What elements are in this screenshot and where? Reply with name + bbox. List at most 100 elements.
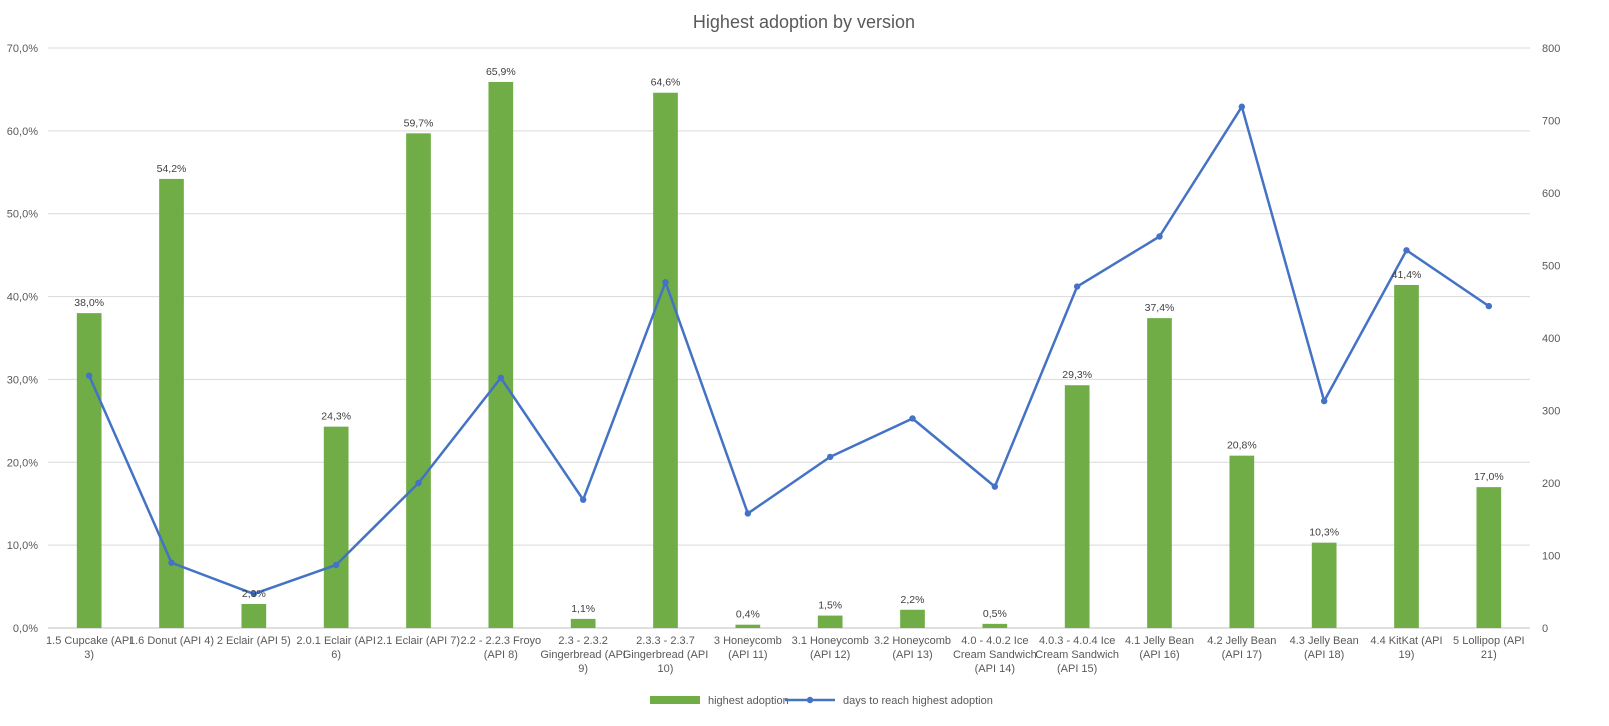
line-path (88, 105, 1490, 596)
category-label-line: (API 15) (1057, 663, 1097, 675)
bar (735, 624, 761, 628)
line-point (250, 590, 258, 598)
category-label: 1.5 Cupcake (API 3) (46, 635, 132, 661)
bar (570, 618, 596, 628)
category-label-line: 19) (1399, 649, 1415, 661)
left-tick-label: 50,0% (7, 209, 38, 221)
right-tick-label: 800 (1542, 43, 1560, 55)
right-tick-label: 0 (1542, 623, 1548, 635)
bar (1147, 318, 1172, 628)
bar-data-label: 20,8% (1227, 440, 1257, 452)
line-point (909, 415, 916, 422)
bar (1394, 284, 1419, 628)
category-label-line: 4.3 Jelly Bean (1290, 635, 1359, 647)
category-label-line: Gingerbread (API (540, 649, 626, 661)
bar-data-label: 38,0% (74, 297, 104, 309)
right-axis: 0 100 200 300 400 500 600 700 800 (1542, 43, 1560, 635)
category-label-line: 1.5 Cupcake (API (46, 635, 132, 647)
category-label: 2.0.1 Eclair (API 6) (296, 635, 375, 661)
category-label-line: 3.2 Honeycomb (874, 635, 951, 647)
bar (76, 313, 102, 628)
bar (817, 615, 843, 628)
legend-bar-swatch (650, 696, 700, 704)
line-point (991, 483, 999, 490)
bar-data-label: 17,0% (1474, 471, 1504, 483)
line-point (332, 561, 340, 569)
left-tick-label: 20,0% (7, 457, 38, 469)
right-tick-label: 100 (1542, 551, 1560, 563)
line-point (1156, 233, 1163, 240)
legend-bar-label: highest adoption (708, 695, 789, 707)
bar (900, 609, 925, 628)
category-label-line: 4.0 - 4.0.2 Ice (961, 635, 1028, 647)
category-label-line: Gingerbread (API (623, 649, 709, 661)
bar (488, 81, 514, 628)
category-label: 5 Lollipop (API 21) (1453, 635, 1525, 661)
category-label-line: (API 17) (1222, 649, 1262, 661)
bar-data-label: 0,4% (736, 609, 760, 621)
legend-line-marker (806, 696, 814, 704)
category-label-line: (API 18) (1304, 649, 1344, 661)
category-label-line: (API 14) (975, 663, 1015, 675)
line-point (826, 453, 834, 461)
category-label-line: (API 16) (1139, 649, 1179, 661)
line-point (1073, 283, 1081, 290)
bar (1064, 385, 1090, 628)
left-tick-label: 40,0% (7, 292, 38, 304)
category-label-line: Cream Sandwich (953, 649, 1037, 661)
category-label: 3 Honeycomb (API 11) (714, 635, 782, 661)
line-point (415, 479, 422, 487)
category-label-line: (API 12) (810, 649, 850, 661)
line-point (1320, 397, 1328, 405)
bar-data-label: 1,1% (571, 603, 595, 615)
bar-data-label: 29,3% (1062, 369, 1092, 381)
left-tick-label: 10,0% (7, 540, 38, 552)
bar-data-label: 24,3% (321, 411, 351, 423)
line-point (1238, 103, 1246, 110)
category-label-line: Cream Sandwich (1035, 649, 1119, 661)
category-label-line: 6) (331, 649, 341, 661)
right-tick-label: 200 (1542, 478, 1560, 490)
category-label-line: (API 8) (484, 649, 518, 661)
category-label-line: 3 Honeycomb (714, 635, 782, 647)
category-label-line: 4.4 KitKat (API (1370, 635, 1442, 647)
line-point (168, 559, 175, 566)
left-axis: 0,0% 10,0% 20,0% 30,0% 40,0% 50,0% 60,0% 70,0% (7, 43, 38, 635)
category-label: 3.2 Honeycomb (API 13) (874, 635, 951, 661)
category-label-line: 3.1 Honeycomb (792, 635, 869, 647)
category-label-line: 2.3.3 - 2.3.7 (636, 635, 695, 647)
category-label-line: 2.3 - 2.3.2 (558, 635, 608, 647)
left-tick-label: 0,0% (13, 623, 38, 635)
category-label-line: 4.1 Jelly Bean (1125, 635, 1194, 647)
line-point (1485, 302, 1493, 310)
bar-data-label: 37,4% (1145, 302, 1175, 314)
bar-data-label: 54,2% (157, 163, 187, 175)
category-label-line: 4.2 Jelly Bean (1207, 635, 1276, 647)
bar (406, 133, 431, 629)
category-label-line: 1.6 Donut (API 4) (129, 635, 214, 647)
right-tick-label: 500 (1542, 261, 1560, 273)
category-label-line: 2.2 - 2.2.3 Froyo (460, 635, 541, 647)
bar (323, 426, 349, 628)
bar-data-label: 65,9% (486, 66, 516, 78)
bar (1229, 455, 1255, 628)
chart-title: Highest adoption by version (693, 12, 915, 32)
bar-data-label: 59,7% (404, 117, 434, 129)
line-point (579, 496, 587, 503)
right-tick-label: 400 (1542, 333, 1560, 345)
left-tick-label: 70,0% (7, 43, 38, 55)
bar (982, 623, 1008, 628)
bar-data-label: 64,6% (651, 77, 681, 89)
category-label-line: 9) (578, 663, 588, 675)
category-label-line: 2.1 Eclair (API 7) (377, 635, 460, 647)
line-point (662, 278, 669, 286)
bar (1476, 487, 1502, 628)
category-label-line: 3) (84, 649, 94, 661)
bar (1311, 542, 1337, 628)
category-label: 2.1 Eclair (API 7) (377, 635, 460, 647)
bar (653, 92, 678, 628)
category-label: 4.4 KitKat (API 19) (1370, 635, 1442, 661)
legend-line-label: days to reach highest adoption (843, 695, 993, 707)
